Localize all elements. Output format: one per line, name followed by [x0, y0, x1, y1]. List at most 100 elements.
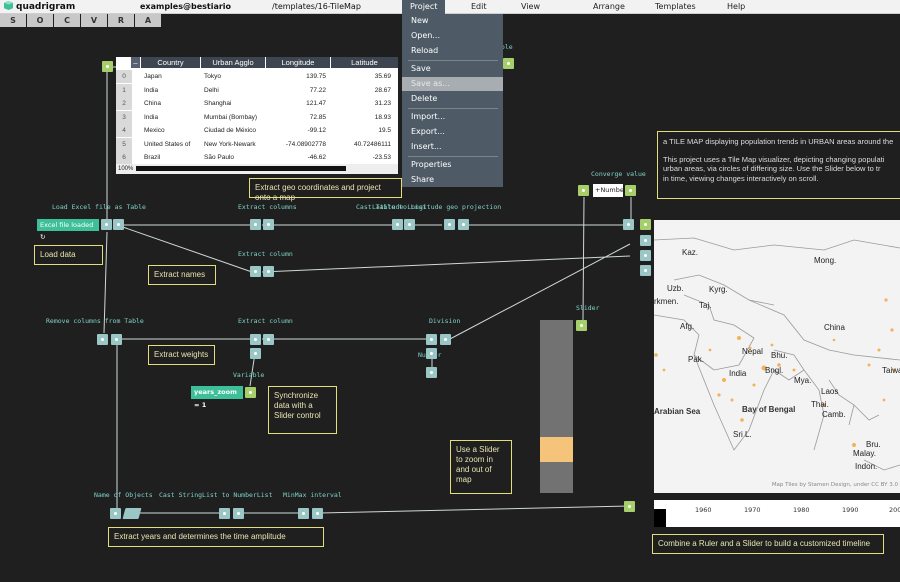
cast-geo-port-in[interactable] — [392, 219, 403, 230]
slider-port[interactable] — [576, 320, 587, 331]
menu-item-share[interactable]: Share — [411, 175, 435, 184]
load-excel-port-in[interactable] — [101, 219, 112, 230]
tab-a[interactable]: A — [135, 14, 161, 27]
table-cell[interactable]: 77.22 — [309, 86, 326, 94]
map-port-positions[interactable] — [640, 235, 651, 246]
geo-projection-port-in[interactable] — [444, 219, 455, 230]
comment-ruler-slider[interactable]: Combine a Ruler and a Slider to build a … — [652, 534, 884, 554]
extract-weights-port-out[interactable] — [263, 334, 274, 345]
comment-synchronize[interactable]: Synchronize data with a Slider control — [268, 386, 337, 434]
table-cell[interactable]: 31.23 — [374, 100, 391, 107]
timeline-ruler[interactable]: 1960 1970 1980 1990 200 — [654, 500, 900, 527]
table-cell[interactable]: 18.93 — [374, 113, 391, 121]
table-cell[interactable]: Mexico — [144, 127, 165, 134]
comment-extract-weights[interactable]: Extract weights — [148, 345, 215, 365]
minmax-port-out[interactable] — [312, 508, 323, 519]
table-cell[interactable]: 72.85 — [309, 113, 326, 121]
menu-item-reload[interactable]: Reload — [411, 46, 439, 55]
converge-port-out[interactable] — [625, 185, 636, 196]
menu-item-open[interactable]: Open... — [411, 31, 440, 40]
geo-projection-port-out[interactable] — [458, 219, 469, 230]
table-cell[interactable]: 19.5 — [378, 127, 391, 134]
table-cell[interactable]: 139.75 — [306, 73, 326, 80]
minmax-port-in[interactable] — [298, 508, 309, 519]
comment-use-slider[interactable]: Use a Slider to zoom in and out of map — [450, 440, 512, 494]
table-cell[interactable]: New York-Newark — [204, 140, 256, 148]
extract-columns-port-out[interactable] — [263, 219, 274, 230]
menu-item-insert[interactable]: Insert... — [411, 142, 442, 151]
table-cell[interactable]: Mumbai (Bombay) — [204, 113, 258, 121]
table-cell[interactable]: -74.08902778 — [285, 140, 326, 148]
name-objects-port-out[interactable] — [122, 508, 142, 519]
table-cell[interactable]: Tokyo — [204, 73, 221, 80]
menu-project[interactable]: Project — [402, 0, 446, 14]
table-cell[interactable]: 40.72486111 — [354, 140, 391, 148]
table-cell[interactable]: -46.62 — [307, 154, 326, 161]
extract-weights-port-param[interactable] — [250, 348, 261, 359]
app-logo[interactable]: quadrigram — [4, 1, 75, 12]
division-port-in[interactable] — [426, 334, 437, 345]
menu-templates[interactable]: Templates — [655, 2, 696, 11]
column-header-urban[interactable]: Urban Agglo — [201, 57, 265, 68]
ruler-port[interactable] — [624, 501, 635, 512]
map-port-weights[interactable] — [640, 265, 651, 276]
user-account[interactable]: examples@bestiario — [140, 2, 232, 11]
ruler-cursor[interactable] — [654, 509, 666, 527]
table-cell[interactable]: 28.67 — [374, 86, 391, 94]
table-cell[interactable]: United States of — [144, 140, 191, 148]
cast-stringlist-port-out[interactable] — [233, 508, 244, 519]
tab-s[interactable]: S — [0, 14, 26, 27]
extract-names-port-out[interactable] — [263, 266, 274, 277]
column-header-country[interactable]: Country — [141, 57, 200, 68]
map-port-data[interactable] — [640, 219, 651, 230]
remove-columns-port-in[interactable] — [97, 334, 108, 345]
map-port-a[interactable] — [623, 219, 634, 230]
cast-stringlist-port-in[interactable] — [219, 508, 230, 519]
tab-o[interactable]: O — [27, 14, 53, 27]
menu-item-export[interactable]: Export... — [411, 127, 445, 136]
variable-years-zoom[interactable]: years_zoom = 1 — [191, 386, 243, 409]
table-cell[interactable]: 35.69 — [374, 73, 391, 80]
menu-help[interactable]: Help — [727, 2, 746, 11]
column-header-latitude[interactable]: Latitude — [331, 57, 398, 68]
menu-edit[interactable]: Edit — [471, 2, 487, 11]
division-port-out[interactable] — [440, 334, 451, 345]
table-cell[interactable]: India — [144, 86, 159, 94]
table-cell[interactable]: Delhi — [204, 86, 219, 94]
table-output-port[interactable] — [503, 58, 514, 69]
comment-extract-names[interactable]: Extract names — [148, 265, 216, 285]
comment-load-data[interactable]: Load data — [34, 245, 103, 265]
extract-weights-port-in[interactable] — [250, 334, 261, 345]
name-objects-port-in[interactable] — [110, 508, 121, 519]
extract-columns-port-in[interactable] — [250, 219, 261, 230]
table-cell[interactable]: Japan — [144, 73, 162, 80]
table-cell[interactable]: Shanghai — [204, 100, 232, 107]
table-cell[interactable]: Brazil — [144, 154, 161, 161]
table-cell[interactable]: São Paulo — [204, 154, 234, 161]
map-port-names[interactable] — [640, 250, 651, 261]
table-cell[interactable]: India — [144, 113, 159, 121]
menu-item-delete[interactable]: Delete — [411, 94, 438, 103]
table-scrollbar[interactable] — [136, 166, 346, 171]
number-port-out[interactable] — [426, 367, 437, 378]
comment-extract-geo[interactable]: Extract geo coordinates and project onto… — [249, 178, 402, 202]
table-cell[interactable]: Ciudad de México — [204, 127, 257, 134]
tile-map[interactable]: Kaz. Mong. Uzb. Kyrg. rkmen. Taj. Afg. C… — [654, 220, 900, 493]
variable-port-out[interactable] — [245, 387, 256, 398]
extract-names-port-in[interactable] — [250, 266, 261, 277]
table-cell[interactable]: 121.47 — [306, 100, 326, 107]
table-cell[interactable]: China — [144, 100, 161, 107]
remove-columns-port-out[interactable] — [111, 334, 122, 345]
menu-arrange[interactable]: Arrange — [593, 2, 625, 11]
menu-item-import[interactable]: Import... — [411, 112, 446, 121]
table-input-port[interactable] — [102, 61, 113, 72]
menu-view[interactable]: View — [521, 2, 540, 11]
table-cell[interactable]: -99.12 — [307, 127, 326, 134]
tab-v[interactable]: V — [81, 14, 107, 27]
table-cell[interactable]: -23.53 — [372, 154, 391, 161]
menu-item-save[interactable]: Save — [411, 64, 431, 73]
tab-r[interactable]: R — [108, 14, 134, 27]
converge-port-in[interactable] — [578, 185, 589, 196]
load-excel-port-out[interactable] — [113, 219, 124, 230]
cast-geo-port-out[interactable] — [404, 219, 415, 230]
